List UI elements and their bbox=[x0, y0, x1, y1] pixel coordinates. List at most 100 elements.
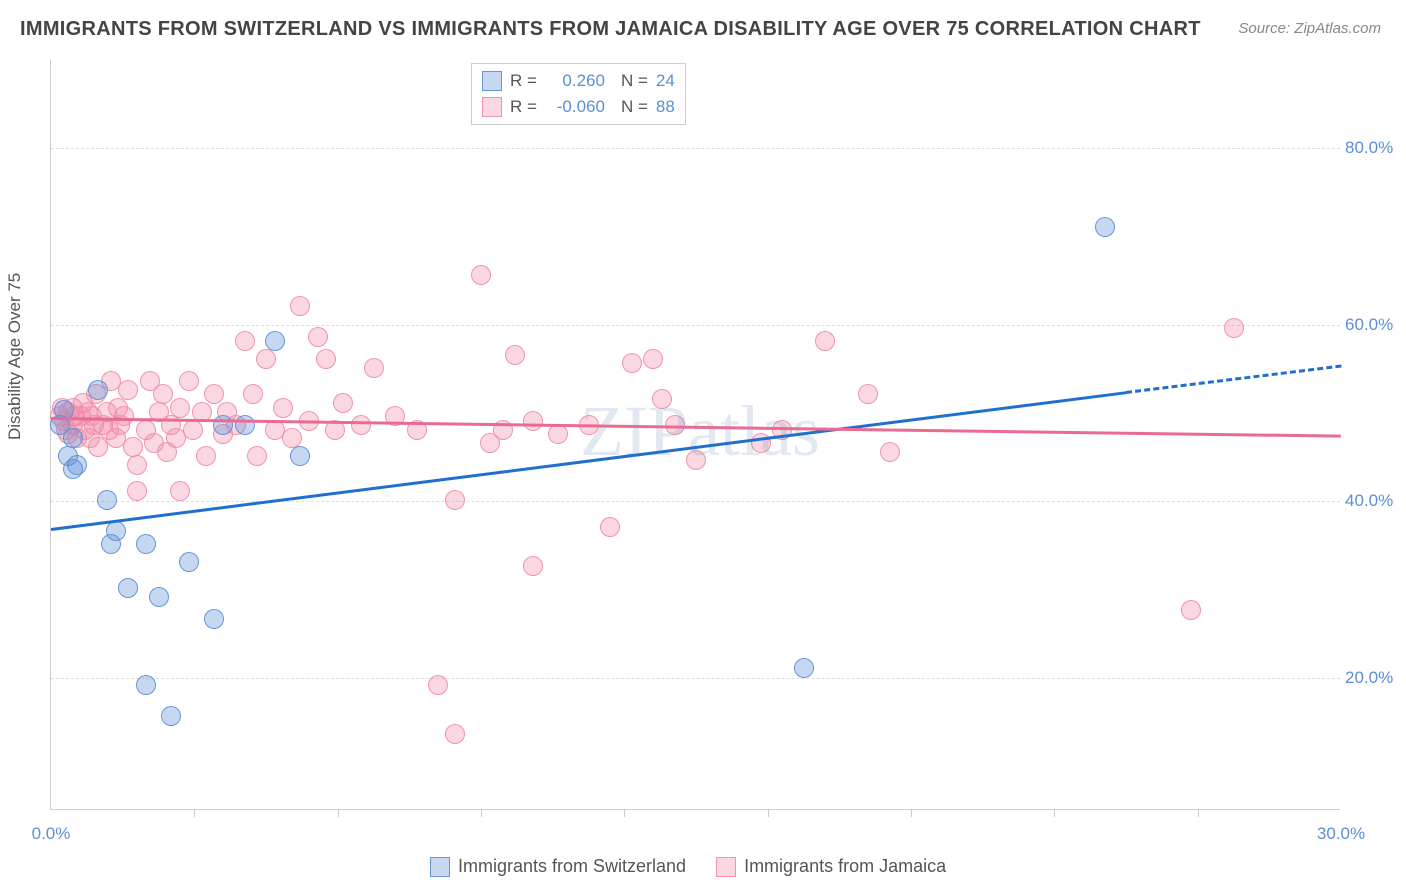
scatter-point bbox=[204, 384, 224, 404]
trend-line-extrapolation bbox=[1126, 364, 1341, 393]
scatter-point bbox=[118, 578, 138, 598]
y-tick-label: 20.0% bbox=[1345, 668, 1405, 688]
scatter-point bbox=[316, 349, 336, 369]
n-value: 88 bbox=[656, 97, 675, 117]
scatter-point bbox=[118, 380, 138, 400]
scatter-point bbox=[179, 552, 199, 572]
scatter-point bbox=[67, 455, 87, 475]
gridline bbox=[51, 501, 1340, 502]
scatter-point bbox=[1181, 600, 1201, 620]
legend-row: R = 0.260 N = 24 bbox=[482, 68, 675, 94]
scatter-point bbox=[256, 349, 276, 369]
series-legend: Immigrants from Switzerland Immigrants fr… bbox=[430, 856, 946, 877]
scatter-point bbox=[235, 415, 255, 435]
chart-title: IMMIGRANTS FROM SWITZERLAND VS IMMIGRANT… bbox=[20, 18, 1201, 41]
r-value: 0.260 bbox=[545, 71, 605, 91]
scatter-point bbox=[445, 490, 465, 510]
correlation-legend: R =0.260N =24R =-0.060N =88 bbox=[471, 63, 686, 125]
r-label: R = bbox=[510, 97, 537, 117]
scatter-point bbox=[196, 446, 216, 466]
scatter-point bbox=[1224, 318, 1244, 338]
scatter-point bbox=[153, 384, 173, 404]
scatter-point bbox=[170, 481, 190, 501]
y-tick-label: 40.0% bbox=[1345, 491, 1405, 511]
r-label: R = bbox=[510, 71, 537, 91]
scatter-point bbox=[204, 609, 224, 629]
legend-label: Immigrants from Jamaica bbox=[744, 856, 946, 877]
scatter-point bbox=[63, 428, 83, 448]
scatter-point bbox=[1095, 217, 1115, 237]
scatter-point bbox=[136, 675, 156, 695]
y-tick-label: 60.0% bbox=[1345, 315, 1405, 335]
x-tick bbox=[1198, 809, 1199, 817]
scatter-point bbox=[235, 331, 255, 351]
scatter-point bbox=[114, 406, 134, 426]
scatter-point bbox=[600, 517, 620, 537]
scatter-point bbox=[686, 450, 706, 470]
legend-item: Immigrants from Jamaica bbox=[716, 856, 946, 877]
x-tick bbox=[1054, 809, 1055, 817]
scatter-point bbox=[247, 446, 267, 466]
scatter-point bbox=[643, 349, 663, 369]
legend-swatch bbox=[430, 857, 450, 877]
x-tick bbox=[194, 809, 195, 817]
scatter-point bbox=[273, 398, 293, 418]
scatter-point bbox=[149, 587, 169, 607]
scatter-point bbox=[652, 389, 672, 409]
scatter-point bbox=[213, 415, 233, 435]
scatter-point bbox=[794, 658, 814, 678]
n-value: 24 bbox=[656, 71, 675, 91]
scatter-point bbox=[308, 327, 328, 347]
scatter-point bbox=[815, 331, 835, 351]
scatter-point bbox=[428, 675, 448, 695]
legend-swatch bbox=[482, 97, 502, 117]
source-attribution: Source: ZipAtlas.com bbox=[1238, 20, 1381, 37]
x-tick-label: 30.0% bbox=[1317, 824, 1365, 844]
scatter-point bbox=[170, 398, 190, 418]
scatter-point bbox=[471, 265, 491, 285]
scatter-point bbox=[880, 442, 900, 462]
scatter-point bbox=[858, 384, 878, 404]
scatter-point bbox=[179, 371, 199, 391]
legend-swatch bbox=[482, 71, 502, 91]
scatter-point bbox=[243, 384, 263, 404]
scatter-point bbox=[97, 490, 117, 510]
scatter-point bbox=[183, 420, 203, 440]
x-tick-label: 0.0% bbox=[32, 824, 71, 844]
n-label: N = bbox=[621, 71, 648, 91]
chart-plot-area: R =0.260N =24R =-0.060N =88 20.0%40.0%60… bbox=[50, 60, 1340, 810]
scatter-point bbox=[505, 345, 525, 365]
x-tick bbox=[911, 809, 912, 817]
scatter-point bbox=[523, 411, 543, 431]
scatter-point bbox=[290, 296, 310, 316]
gridline bbox=[51, 325, 1340, 326]
x-tick bbox=[768, 809, 769, 817]
y-tick-label: 80.0% bbox=[1345, 138, 1405, 158]
scatter-point bbox=[351, 415, 371, 435]
x-tick bbox=[481, 809, 482, 817]
scatter-point bbox=[333, 393, 353, 413]
scatter-point bbox=[290, 446, 310, 466]
scatter-point bbox=[161, 706, 181, 726]
source-value: ZipAtlas.com bbox=[1294, 20, 1381, 37]
scatter-point bbox=[445, 724, 465, 744]
scatter-point bbox=[88, 380, 108, 400]
x-tick bbox=[338, 809, 339, 817]
scatter-point bbox=[265, 331, 285, 351]
scatter-point bbox=[106, 521, 126, 541]
scatter-point bbox=[127, 455, 147, 475]
scatter-point bbox=[364, 358, 384, 378]
gridline bbox=[51, 148, 1340, 149]
x-tick bbox=[624, 809, 625, 817]
gridline bbox=[51, 678, 1340, 679]
y-axis-label: Disability Age Over 75 bbox=[5, 273, 25, 440]
scatter-point bbox=[523, 556, 543, 576]
legend-row: R =-0.060N =88 bbox=[482, 94, 675, 120]
scatter-point bbox=[127, 481, 147, 501]
scatter-point bbox=[123, 437, 143, 457]
n-label: N = bbox=[621, 97, 648, 117]
legend-item: Immigrants from Switzerland bbox=[430, 856, 686, 877]
legend-swatch bbox=[716, 857, 736, 877]
legend-label: Immigrants from Switzerland bbox=[458, 856, 686, 877]
scatter-point bbox=[622, 353, 642, 373]
